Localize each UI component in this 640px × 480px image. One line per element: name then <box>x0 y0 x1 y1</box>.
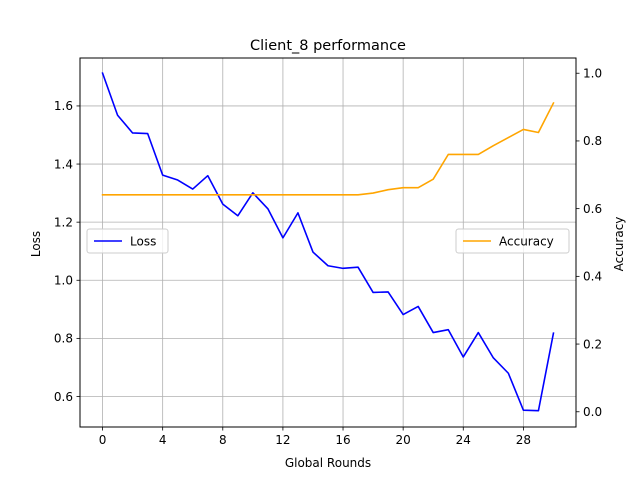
y-axis-left: 0.6 0.8 1.0 1.2 1.4 1.6 <box>54 99 80 404</box>
y-axis-right-label: Accuracy <box>612 217 626 272</box>
series-line-loss <box>101 72 555 412</box>
x-tick-label: 20 <box>396 433 411 447</box>
y-left-tick-label: 1.4 <box>54 157 73 171</box>
legend-accuracy: Accuracy <box>455 228 570 254</box>
x-tick-label: 0 <box>99 433 107 447</box>
x-tick-label: 8 <box>219 433 227 447</box>
x-tick-label: 16 <box>335 433 350 447</box>
y-right-tick-label: 0.4 <box>583 270 602 284</box>
y-left-tick-label: 1.6 <box>54 99 73 113</box>
chart-title: Client_8 performance <box>250 38 406 54</box>
y-left-tick-label: 0.8 <box>54 332 73 346</box>
y-axis-left-label: Loss <box>29 231 43 257</box>
y-left-tick-label: 1.2 <box>54 215 73 229</box>
series-layer <box>101 72 555 412</box>
x-tick-label: 12 <box>275 433 290 447</box>
x-tick-label: 28 <box>516 433 531 447</box>
legend-label: Loss <box>130 235 156 249</box>
legend-loss: Loss <box>86 228 169 254</box>
x-axis: 0 4 8 12 16 20 24 28 <box>99 427 531 447</box>
legend-box <box>86 228 169 254</box>
legend-box <box>455 228 570 254</box>
grid <box>80 58 576 427</box>
x-tick-label: 24 <box>456 433 471 447</box>
y-right-tick-label: 0.2 <box>583 337 602 351</box>
x-tick-label: 4 <box>159 433 167 447</box>
plot-frame <box>79 57 577 428</box>
y-right-tick-label: 1.0 <box>583 67 602 81</box>
y-right-tick-label: 0.8 <box>583 134 602 148</box>
legend-label: Accuracy <box>499 235 554 249</box>
series-line-accuracy <box>101 101 555 196</box>
y-right-tick-label: 0.0 <box>583 405 602 419</box>
y-left-tick-label: 1.0 <box>54 274 73 288</box>
y-axis-right: 0.0 0.2 0.4 0.6 0.8 1.0 <box>576 67 602 419</box>
y-right-tick-label: 0.6 <box>583 202 602 216</box>
y-left-tick-label: 0.6 <box>54 390 73 404</box>
x-axis-label: Global Rounds <box>285 456 371 470</box>
